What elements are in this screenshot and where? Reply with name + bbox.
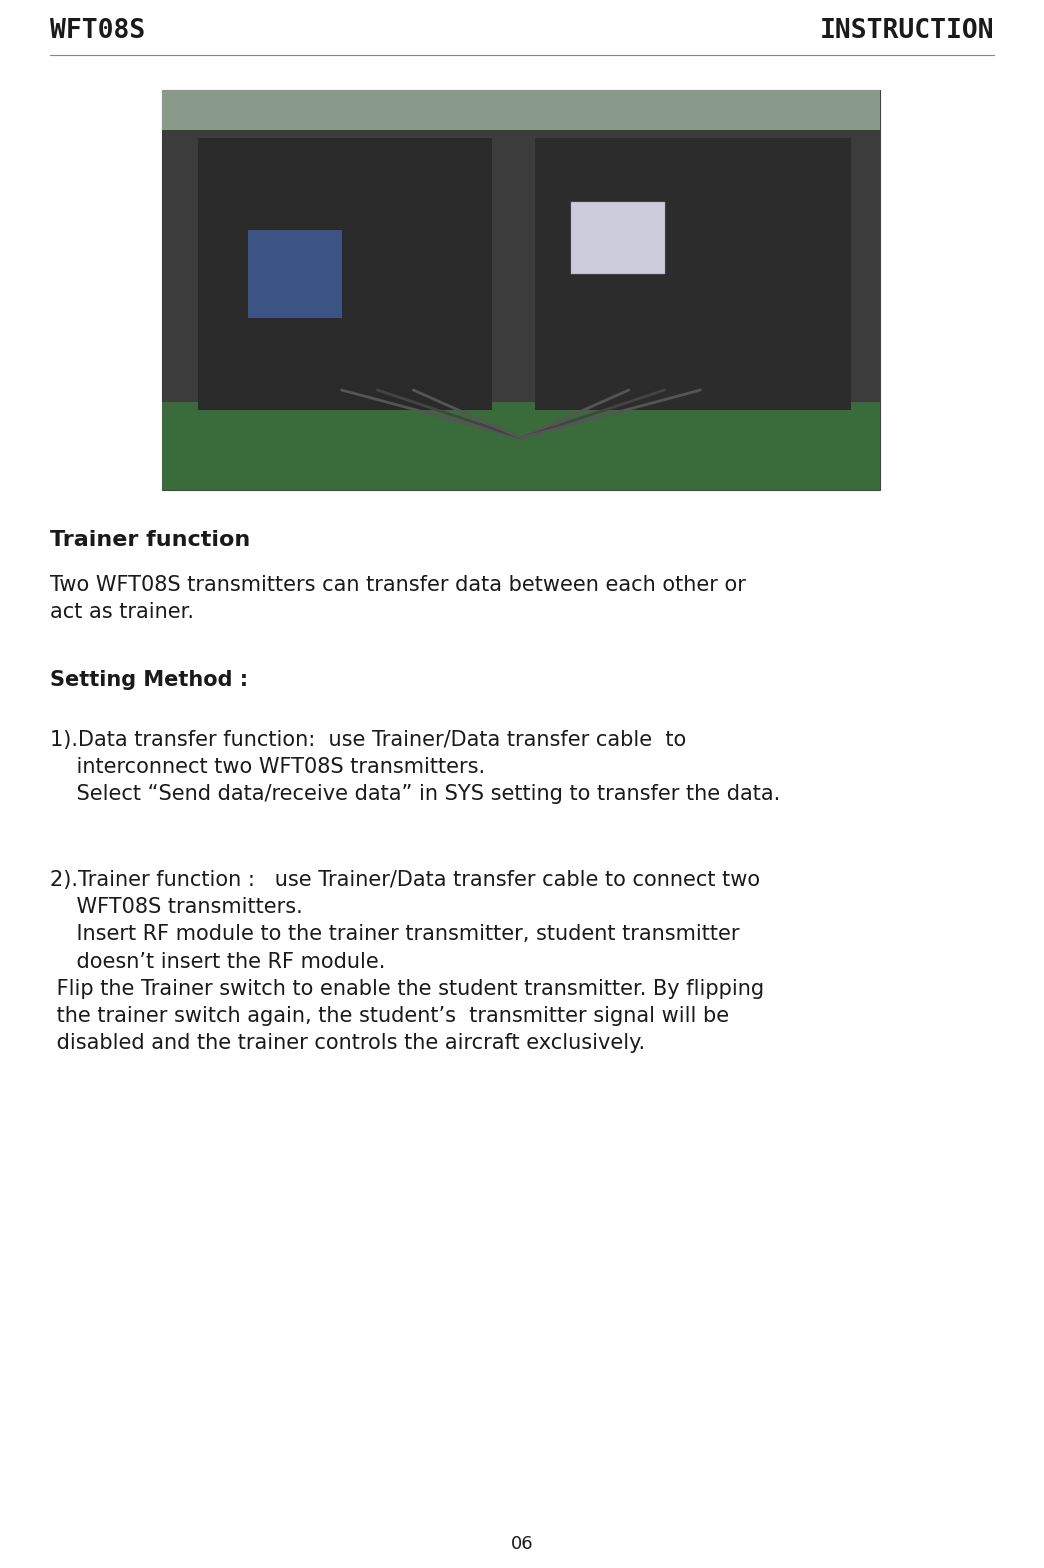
Text: Trainer function: Trainer function (50, 530, 251, 550)
Bar (198, 138, 493, 409)
Bar (162, 89, 880, 491)
Text: INSTRUCTION: INSTRUCTION (820, 17, 994, 44)
Bar (162, 130, 880, 419)
Text: 2).Trainer function :   use Trainer/Data transfer cable to connect two
    WFT08: 2).Trainer function : use Trainer/Data t… (50, 870, 764, 1054)
Text: 1).Data transfer function:  use Trainer/Data transfer cable  to
    interconnect: 1).Data transfer function: use Trainer/D… (50, 731, 780, 804)
Text: Two WFT08S transmitters can transfer data between each other or
act as trainer.: Two WFT08S transmitters can transfer dat… (50, 575, 745, 622)
Bar (536, 138, 851, 409)
Bar (162, 89, 880, 162)
Bar (162, 401, 880, 491)
Text: 06: 06 (511, 1535, 533, 1552)
Bar (248, 230, 341, 318)
Text: Setting Method :: Setting Method : (50, 670, 248, 690)
Text: WFT08S: WFT08S (50, 17, 145, 44)
Bar (571, 202, 665, 274)
